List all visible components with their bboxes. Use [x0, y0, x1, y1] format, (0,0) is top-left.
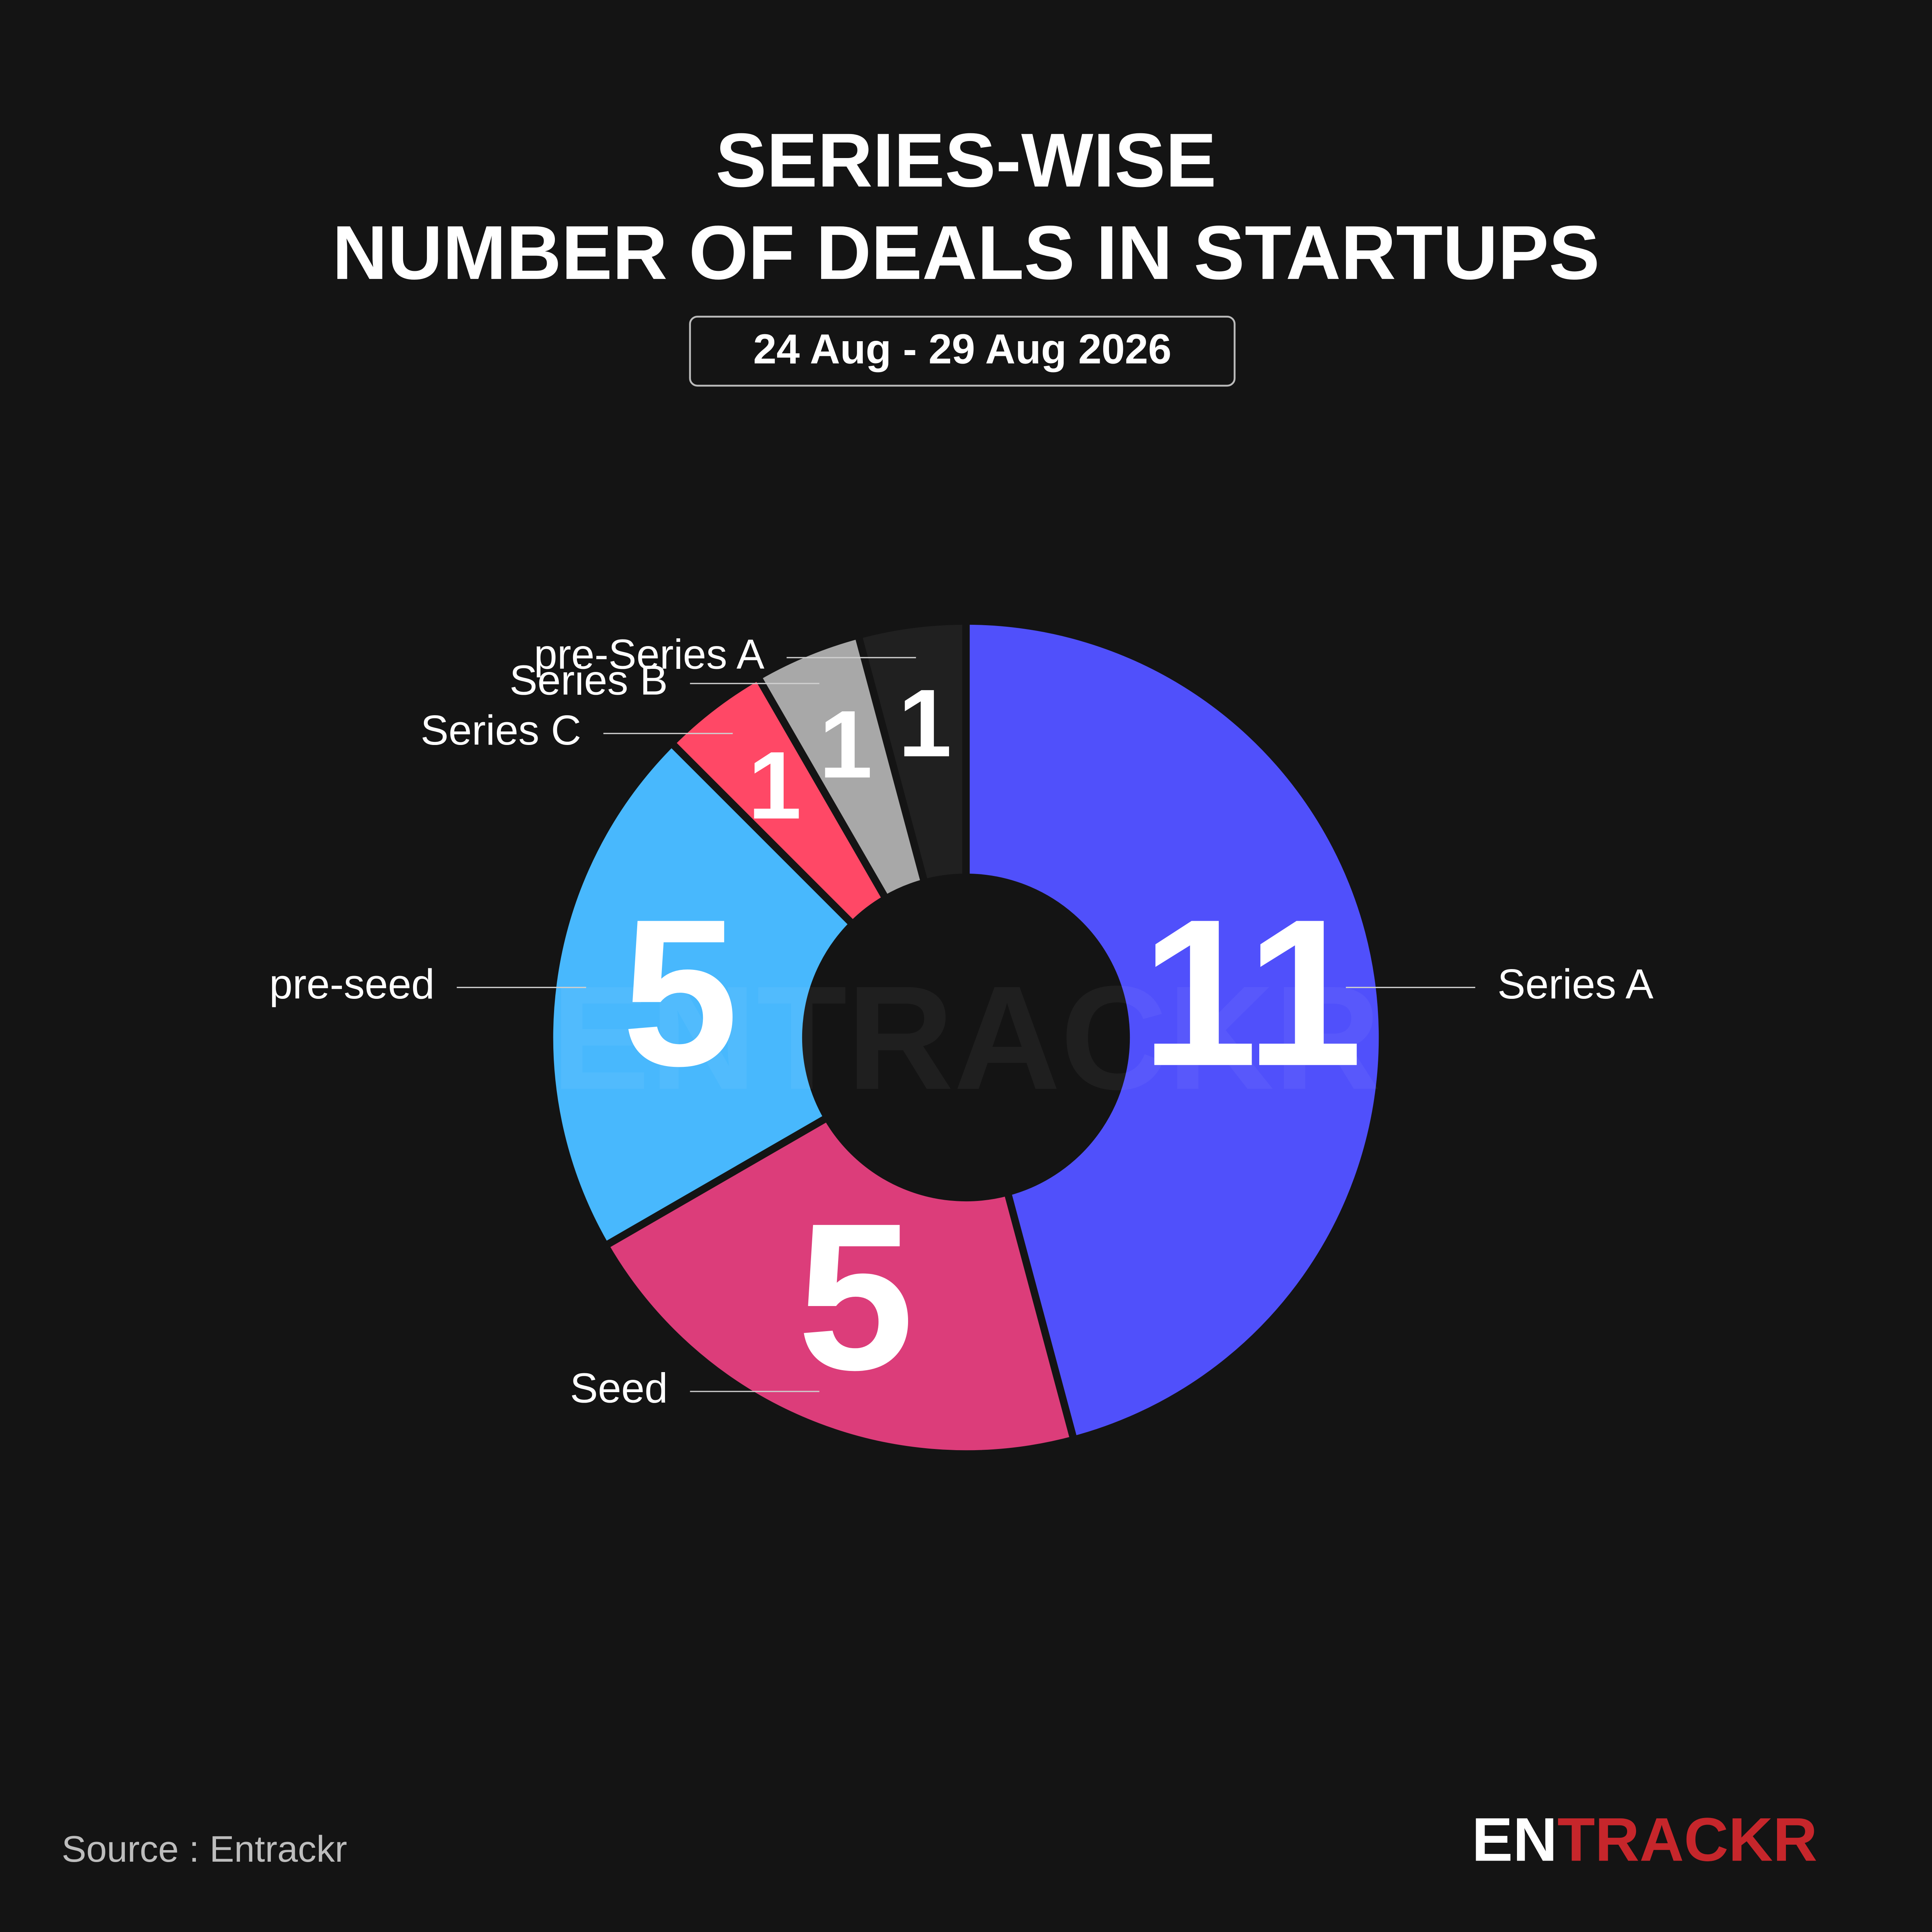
category-label: pre-seed	[269, 961, 435, 1007]
category-label: Series B	[510, 656, 668, 703]
value-label: 5	[622, 875, 738, 1109]
value-label: 5	[798, 1179, 914, 1413]
category-label: Series C	[420, 707, 581, 753]
chart-title: NUMBER OF DEALS IN STARTUPS	[332, 210, 1600, 295]
category-label: pre-Series A	[534, 631, 765, 677]
subtitle: 24 Aug - 29 Aug 2026	[753, 326, 1171, 372]
category-label: Seed	[570, 1365, 668, 1412]
donut-hole	[806, 877, 1126, 1198]
logo-part: EN	[1472, 1805, 1557, 1874]
logo-part: TRACKR	[1557, 1805, 1817, 1874]
category-label: Series A	[1497, 961, 1653, 1007]
value-label: 1	[819, 690, 872, 798]
subtitle-box	[689, 316, 1236, 387]
logo: ENTRACKR	[1472, 1805, 1817, 1874]
watermark: ENTRACKR	[551, 956, 1381, 1121]
chart-title: SERIES-WISE	[716, 117, 1216, 203]
value-label: 1	[898, 669, 952, 777]
value-label: 11	[1141, 875, 1362, 1109]
value-label: 1	[748, 731, 801, 839]
source: Source : Entrackr	[61, 1828, 347, 1870]
